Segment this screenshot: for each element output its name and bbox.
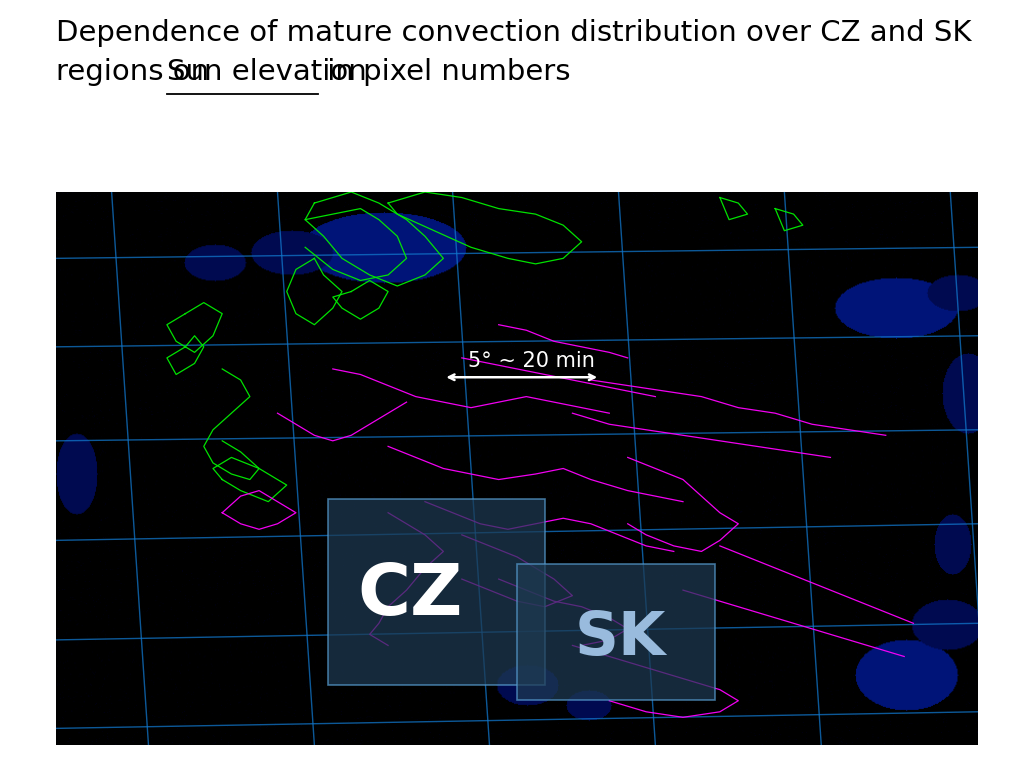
Bar: [517, 564, 715, 700]
Text: 5° ~ 20 min: 5° ~ 20 min: [468, 351, 594, 371]
Text: regions on: regions on: [56, 58, 219, 85]
Text: in pixel numbers: in pixel numbers: [318, 58, 571, 85]
Text: CZ: CZ: [357, 561, 463, 630]
Text: Dependence of mature convection distribution over CZ and SK: Dependence of mature convection distribu…: [56, 19, 972, 47]
Bar: [328, 498, 545, 684]
Text: Sun elevation: Sun elevation: [167, 58, 367, 85]
Text: SK: SK: [574, 609, 666, 668]
